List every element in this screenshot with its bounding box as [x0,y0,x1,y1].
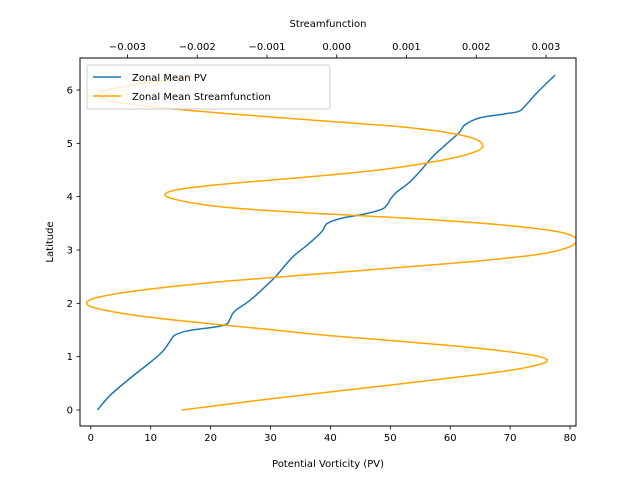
y-tick-label: 3 [67,246,73,257]
legend-label-pv: Zonal Mean PV [132,73,207,84]
y-tick-label: 2 [67,299,73,310]
y-tick-label: 4 [67,192,73,203]
x-tick-label: 80 [564,433,577,444]
top-x-tick-label: 0.001 [392,42,421,53]
top-x-tick-label: 0.000 [322,42,351,53]
series-layer [85,74,576,411]
y-tick-label: 5 [67,139,73,150]
x-tick-label: 20 [204,433,217,444]
series-line-streamfunction [85,75,576,411]
ticks-layer: 0 10 20 30 40 50 60 70 80−0.003 −0.002 −0.001 0.000… [67,42,577,444]
legend-label-streamfunction: Zonal Mean Streamfunction [132,92,271,103]
x-tick-label: 50 [384,433,397,444]
x-axis-title: Potential Vorticity (PV) [272,459,384,470]
x-tick-label: 10 [144,433,157,444]
y-tick-label: 0 [67,406,73,417]
top-x-tick-label: −0.002 [179,42,216,53]
top-x-tick-label: −0.001 [248,42,285,53]
x-tick-label: 40 [324,433,337,444]
x-tick-label: 0 [88,433,94,444]
axes-frame [79,57,577,427]
y-tick-label: 6 [67,86,73,97]
top-x-tick-label: −0.003 [109,42,146,53]
x-tick-label: 60 [444,433,457,444]
y-tick-label: 1 [67,352,73,363]
y-axis-title: Latitude [45,221,56,262]
x-tick-label: 30 [264,433,277,444]
top-x-axis-title: Streamfunction [289,19,366,30]
series-line-pv [96,74,556,411]
x-tick-label: 70 [504,433,517,444]
top-x-tick-label: 0.003 [532,42,561,53]
top-x-tick-label: 0.002 [462,42,491,53]
legend-box [86,64,331,110]
legend: Zonal Mean PV Zonal Mean Streamfunction [86,64,331,110]
